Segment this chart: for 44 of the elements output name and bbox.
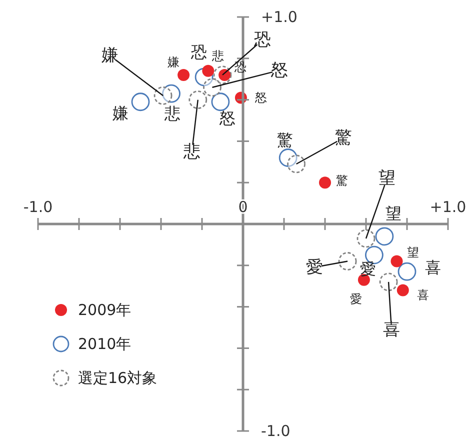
annotation: 望 [406,245,419,260]
point [287,154,306,174]
annotation: 望 [378,168,396,188]
legend-label: 2009年 [78,300,132,320]
annotation: 恐 [234,60,247,74]
point [398,262,416,281]
annotation: 悲 [163,104,180,124]
annotation: 怒 [218,108,236,128]
legend-label: 選定16対象 [78,368,158,388]
annotation: 恐 [253,30,271,50]
point [375,227,394,246]
annotation: 望 [385,204,402,223]
annotation: 悲 [182,142,200,162]
point [203,78,222,97]
point [379,272,398,292]
annotation: 喜 [383,320,400,340]
point [188,90,208,109]
annotation: 驚 [334,128,352,148]
point [211,92,230,112]
point [338,252,357,270]
annotation: 驚 [336,174,348,188]
point [356,229,376,248]
annotation: 喜 [425,258,441,278]
annotation: 愛 [350,292,362,306]
point [131,92,150,112]
point [319,176,331,189]
annotation: 怒 [270,60,288,80]
annotation: 喜 [416,288,429,302]
annotation: 驚 [277,130,294,150]
point [390,255,403,268]
point [178,68,190,81]
annotation: 悲 [211,48,224,63]
x-tick-label: -1.0 [23,198,53,216]
annotation: 嫌 [102,46,119,66]
annotation: 愛 [306,257,324,278]
annotation: 愛 [360,260,376,279]
annotation: 恐 [190,42,208,62]
annotation: 嫌 [112,103,128,122]
x-tick-label: +1.0 [430,198,466,216]
annotation: 嫌 [168,54,180,69]
legend-label: 2010年 [78,334,132,354]
annotation: 怒 [254,90,267,105]
point [154,86,172,105]
point [396,284,409,296]
